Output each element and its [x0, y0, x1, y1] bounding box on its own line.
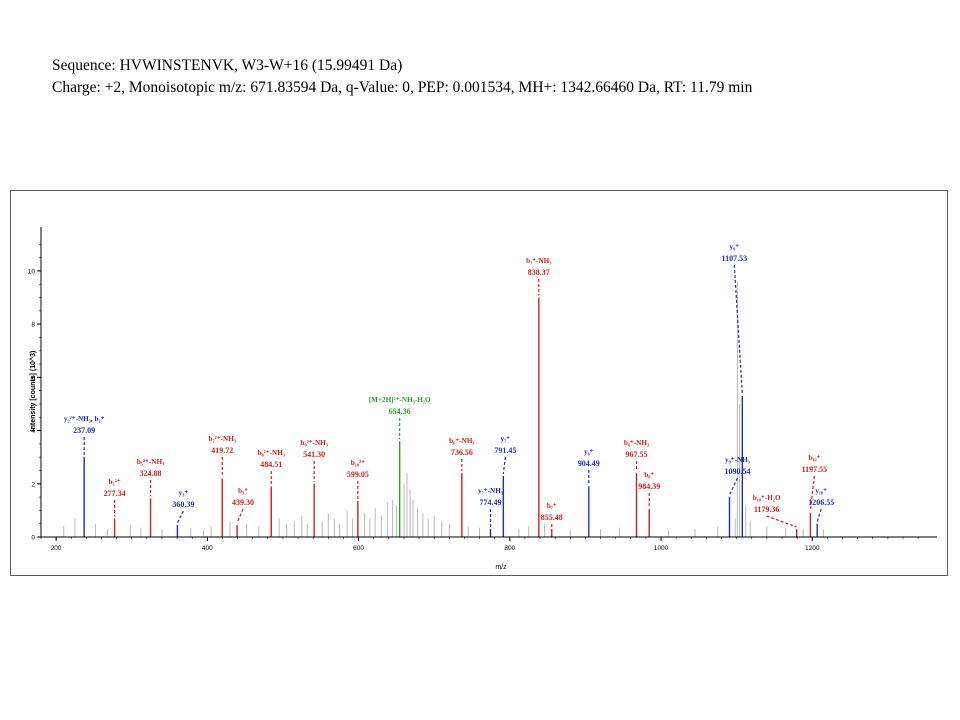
- peak-label-leader: [816, 508, 822, 522]
- peak-mz-label: 277.34: [104, 489, 126, 498]
- peak-label: b₇⁺-NH₃: [526, 257, 551, 265]
- peak-label: b₆⁺-NH₃: [449, 437, 474, 445]
- peak-mz-label: 1179.36: [754, 505, 780, 514]
- peak-label-leader: [733, 264, 743, 395]
- peak-label-leader: [809, 475, 815, 512]
- peak-mz-label: 736.56: [451, 448, 473, 457]
- peak-label: b₇²⁺-NH₃: [209, 435, 236, 443]
- spectrum-header: Sequence: HVWINSTENVK, W3-W+16 (15.99491…: [52, 55, 752, 99]
- x-axis-label: m/z: [495, 564, 507, 571]
- peak-label-leader: [176, 510, 184, 524]
- peak-label: b₅²⁺-NH₃: [137, 458, 164, 466]
- y-tick-label: 10: [28, 268, 36, 275]
- peak-mz-label: 984.39: [638, 482, 660, 491]
- peak-mz-label: 419.72: [211, 446, 233, 455]
- peak-label: b₁₀⁺-H₂O: [753, 494, 781, 502]
- y-tick-label: 2: [31, 481, 35, 488]
- y-tick-label: 8: [31, 322, 35, 329]
- peak-mz-label: 791.45: [494, 446, 516, 455]
- peak-label: b₁₀²⁺: [351, 459, 365, 467]
- peak-mz-label: 439.30: [232, 498, 254, 507]
- peak-label-leader: [728, 477, 739, 496]
- peak-label: b₂²⁺: [109, 478, 121, 486]
- peak-label: b₉²⁺-NH₃: [300, 439, 327, 447]
- peak-mz-label: 838.37: [528, 268, 550, 277]
- peak-mz-label: 599.05: [347, 470, 369, 479]
- y-tick-label: 4: [31, 428, 35, 435]
- peak-mz-label: 654.36: [389, 407, 411, 416]
- peak-mz-label: 541.30: [303, 450, 325, 459]
- peak-label: y₂²⁺-NH₃, b₂⁺: [64, 415, 105, 423]
- peak-label: b₈⁺: [644, 471, 654, 479]
- x-tick-label: 800: [504, 545, 515, 552]
- peak-mz-label: 1090.54: [724, 467, 750, 476]
- peak-label: [M+2H]²⁺-NH₃-H₂O: [369, 396, 431, 404]
- peak-label: y₉⁺-NH₃: [725, 456, 750, 464]
- peak-label: b₁₀⁺: [808, 454, 820, 462]
- peak-label: y₉⁺: [730, 243, 740, 251]
- peak-mz-label: 904.49: [578, 459, 600, 468]
- peak-label: y₇⁺-NH₃: [478, 487, 503, 495]
- spectrum-chart-frame: 200 400 600 800 1000 1200 0 2 4 6 8 10 y₂²⁺-NH₃, b₂…: [10, 190, 948, 576]
- peak-label: y₈⁺: [584, 448, 594, 456]
- peak-label-leader: [766, 515, 797, 528]
- sequence-line: Sequence: HVWINSTENVK, W3-W+16 (15.99491…: [52, 57, 403, 74]
- peak-label: b₇⁺: [547, 502, 557, 510]
- y-axis-label: Intensity [counts] (10^3): [29, 351, 37, 432]
- x-tick-label: 400: [202, 545, 213, 552]
- peak-label: y₇⁺: [501, 435, 511, 443]
- y-tick-label: 6: [31, 375, 35, 382]
- spectrum-plot: 200 400 600 800 1000 1200 0 2 4 6 8 10 y₂²⁺-NH₃, b₂…: [28, 227, 937, 571]
- x-tick-label: 1000: [654, 545, 669, 552]
- peak-label: b₈⁺-NH₃: [624, 439, 649, 447]
- peak-mz-label: 1197.55: [802, 465, 828, 474]
- peak-mz-label: 1107.53: [722, 254, 748, 263]
- psm-info-line: Charge: +2, Monoisotopic m/z: 671.83594 …: [52, 79, 753, 96]
- peak-mz-label: 855.48: [541, 513, 563, 522]
- peak-mz-label: 324.88: [140, 469, 162, 478]
- peak-label: b₈²⁺-NH₃: [258, 449, 285, 457]
- x-tick-label: 600: [353, 545, 364, 552]
- peak-mz-label: 360.39: [172, 500, 194, 509]
- peak-label: b₃⁺: [238, 487, 248, 495]
- peak-label: y₁₀⁺: [815, 487, 827, 495]
- peak-mz-label: 484.51: [260, 460, 282, 469]
- peak-mz-label: 1206.55: [808, 498, 834, 507]
- peak-label-leader: [502, 456, 506, 474]
- peak-mz-label: 237.09: [73, 426, 95, 435]
- x-tick-label: 1200: [805, 545, 820, 552]
- y-tick-label: 0: [31, 535, 35, 542]
- peak-label-leader: [236, 508, 244, 524]
- peak-mz-label: 967.55: [625, 450, 647, 459]
- peak-mz-label: 774.49: [480, 498, 502, 507]
- x-tick-label: 200: [51, 545, 62, 552]
- peak-label: y₃⁺: [179, 489, 189, 497]
